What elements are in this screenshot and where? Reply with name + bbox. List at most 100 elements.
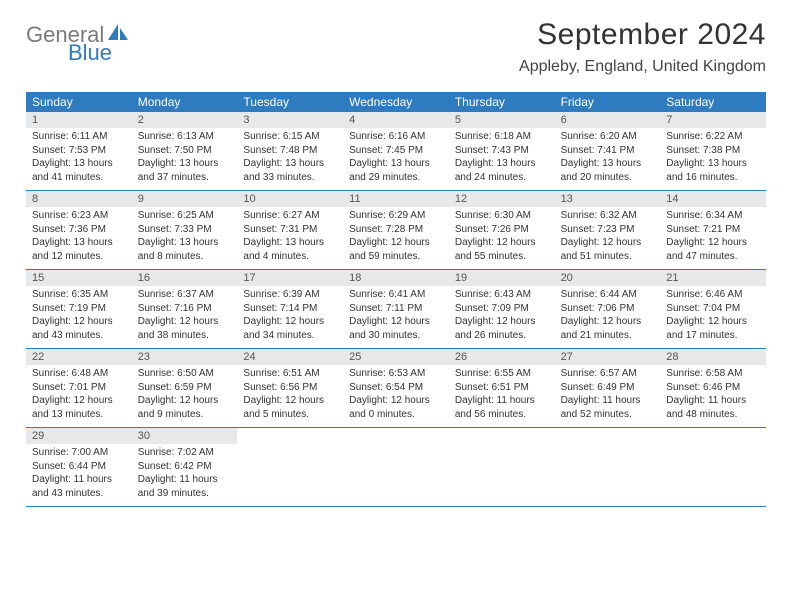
date-number: 19: [449, 270, 555, 286]
sunrise-line: Sunrise: 6:22 AM: [666, 130, 760, 144]
cell-body: Sunrise: 6:18 AMSunset: 7:43 PMDaylight:…: [449, 128, 555, 188]
daylight-line: Daylight: 12 hours and 43 minutes.: [32, 315, 126, 342]
sunset-line: Sunset: 7:16 PM: [138, 302, 232, 316]
daylight-line: Daylight: 12 hours and 59 minutes.: [349, 236, 443, 263]
day-header-cell: Sunday: [26, 92, 132, 112]
sunset-line: Sunset: 7:50 PM: [138, 144, 232, 158]
calendar-cell: 26 Sunrise: 6:55 AMSunset: 6:51 PMDayligh…: [449, 349, 555, 427]
date-number: 11: [343, 191, 449, 207]
date-number: 9: [132, 191, 238, 207]
sunset-line: Sunset: 7:14 PM: [243, 302, 337, 316]
cell-body: Sunrise: 6:35 AMSunset: 7:19 PMDaylight:…: [26, 286, 132, 346]
date-number: 30: [132, 428, 238, 444]
date-number: 1: [26, 112, 132, 128]
calendar-cell: 19Sunrise: 6:43 AMSunset: 7:09 PMDayligh…: [449, 270, 555, 348]
sunrise-line: Sunrise: 6:15 AM: [243, 130, 337, 144]
daylight-line: Daylight: 13 hours and 24 minutes.: [455, 157, 549, 184]
date-number: 22: [26, 349, 132, 365]
cell-body: Sunrise: 6:25 AMSunset: 7:33 PMDaylight:…: [132, 207, 238, 267]
sunset-line: Sunset: 7:04 PM: [666, 302, 760, 316]
sunrise-line: Sunrise: 6:23 AM: [32, 209, 126, 223]
daylight-line: Daylight: 11 hours and 52 minutes.: [561, 394, 655, 421]
cell-body: Sunrise: 6:34 AMSunset: 7:21 PMDaylight:…: [660, 207, 766, 267]
title-block: September 2024 Appleby, England, United …: [519, 18, 766, 76]
daylight-line: Daylight: 13 hours and 20 minutes.: [561, 157, 655, 184]
sunset-line: Sunset: 7:36 PM: [32, 223, 126, 237]
header: General Blue September 2024 Appleby, Eng…: [26, 18, 766, 76]
sunrise-line: Sunrise: 6:34 AM: [666, 209, 760, 223]
day-header-cell: Tuesday: [237, 92, 343, 112]
date-number: 7: [660, 112, 766, 128]
cell-body: Sunrise: 6:53 AMSunset: 6:54 PMDaylight:…: [343, 365, 449, 425]
sunset-line: Sunset: 6:44 PM: [32, 460, 126, 474]
daylight-line: Daylight: 11 hours and 43 minutes.: [32, 473, 126, 500]
sunset-line: Sunset: 7:26 PM: [455, 223, 549, 237]
week-row: 1Sunrise: 6:11 AMSunset: 7:53 PMDaylight…: [26, 112, 766, 191]
date-number: 21: [660, 270, 766, 286]
sunrise-line: Sunrise: 6:44 AM: [561, 288, 655, 302]
daylight-line: Daylight: 11 hours and 56 minutes.: [455, 394, 549, 421]
cell-body: Sunrise: 6:39 AMSunset: 7:14 PMDaylight:…: [237, 286, 343, 346]
daylight-line: Daylight: 11 hours and 48 minutes.: [666, 394, 760, 421]
sunrise-line: Sunrise: 6:30 AM: [455, 209, 549, 223]
calendar-cell: 20Sunrise: 6:44 AMSunset: 7:06 PMDayligh…: [555, 270, 661, 348]
calendar-cell: 15Sunrise: 6:35 AMSunset: 7:19 PMDayligh…: [26, 270, 132, 348]
sunrise-line: Sunrise: 6:32 AM: [561, 209, 655, 223]
day-header-cell: Saturday: [660, 92, 766, 112]
date-number: 29: [26, 428, 132, 444]
sunset-line: Sunset: 6:59 PM: [138, 381, 232, 395]
calendar: SundayMondayTuesdayWednesdayThursdayFrid…: [26, 92, 766, 507]
daylight-line: Daylight: 12 hours and 0 minutes.: [349, 394, 443, 421]
daylight-line: Daylight: 13 hours and 4 minutes.: [243, 236, 337, 263]
sunset-line: Sunset: 7:09 PM: [455, 302, 549, 316]
logo: General Blue: [26, 18, 130, 64]
sunrise-line: Sunrise: 6:46 AM: [666, 288, 760, 302]
date-number: 14: [660, 191, 766, 207]
date-number: 26: [449, 349, 555, 365]
sunrise-line: Sunrise: 6:29 AM: [349, 209, 443, 223]
day-header-cell: Wednesday: [343, 92, 449, 112]
calendar-cell: 6Sunrise: 6:20 AMSunset: 7:41 PMDaylight…: [555, 112, 661, 190]
calendar-cell: 24Sunrise: 6:51 AMSunset: 6:56 PMDayligh…: [237, 349, 343, 427]
cell-body: Sunrise: 6:37 AMSunset: 7:16 PMDaylight:…: [132, 286, 238, 346]
date-number: 5: [449, 112, 555, 128]
sunrise-line: Sunrise: 6:11 AM: [32, 130, 126, 144]
daylight-line: Daylight: 13 hours and 12 minutes.: [32, 236, 126, 263]
cell-body: Sunrise: 6:46 AMSunset: 7:04 PMDaylight:…: [660, 286, 766, 346]
cell-body: Sunrise: 6:32 AMSunset: 7:23 PMDaylight:…: [555, 207, 661, 267]
calendar-cell: 1Sunrise: 6:11 AMSunset: 7:53 PMDaylight…: [26, 112, 132, 190]
cell-body: Sunrise: 6:48 AMSunset: 7:01 PMDaylight:…: [26, 365, 132, 425]
sunset-line: Sunset: 6:51 PM: [455, 381, 549, 395]
logo-text-bottom: Blue: [26, 42, 130, 64]
sunset-line: Sunset: 7:41 PM: [561, 144, 655, 158]
date-number: 27: [555, 349, 661, 365]
date-number: 6: [555, 112, 661, 128]
date-number: 20: [555, 270, 661, 286]
sunrise-line: Sunrise: 6:55 AM: [455, 367, 549, 381]
date-number: 28: [660, 349, 766, 365]
sunrise-line: Sunrise: 6:48 AM: [32, 367, 126, 381]
date-number: 3: [237, 112, 343, 128]
daylight-line: Daylight: 12 hours and 5 minutes.: [243, 394, 337, 421]
calendar-cell: 17Sunrise: 6:39 AMSunset: 7:14 PMDayligh…: [237, 270, 343, 348]
sunrise-line: Sunrise: 6:51 AM: [243, 367, 337, 381]
calendar-cell: 2Sunrise: 6:13 AMSunset: 7:50 PMDaylight…: [132, 112, 238, 190]
week-row: 8Sunrise: 6:23 AMSunset: 7:36 PMDaylight…: [26, 191, 766, 270]
date-number: 24: [237, 349, 343, 365]
sunrise-line: Sunrise: 6:53 AM: [349, 367, 443, 381]
date-number: 25: [343, 349, 449, 365]
calendar-cell: [343, 428, 449, 506]
sunset-line: Sunset: 7:19 PM: [32, 302, 126, 316]
calendar-cell: 23Sunrise: 6:50 AMSunset: 6:59 PMDayligh…: [132, 349, 238, 427]
calendar-cell: 5Sunrise: 6:18 AMSunset: 7:43 PMDaylight…: [449, 112, 555, 190]
sunset-line: Sunset: 7:33 PM: [138, 223, 232, 237]
sunset-line: Sunset: 7:06 PM: [561, 302, 655, 316]
calendar-cell: 11 Sunrise: 6:29 AMSunset: 7:28 PMDayligh…: [343, 191, 449, 269]
sunset-line: Sunset: 6:54 PM: [349, 381, 443, 395]
sunrise-line: Sunrise: 6:50 AM: [138, 367, 232, 381]
sunset-line: Sunset: 7:28 PM: [349, 223, 443, 237]
calendar-cell: 12Sunrise: 6:30 AMSunset: 7:26 PMDayligh…: [449, 191, 555, 269]
week-row: 22Sunrise: 6:48 AMSunset: 7:01 PMDayligh…: [26, 349, 766, 428]
calendar-cell: [237, 428, 343, 506]
calendar-cell: 13Sunrise: 6:32 AMSunset: 7:23 PMDayligh…: [555, 191, 661, 269]
